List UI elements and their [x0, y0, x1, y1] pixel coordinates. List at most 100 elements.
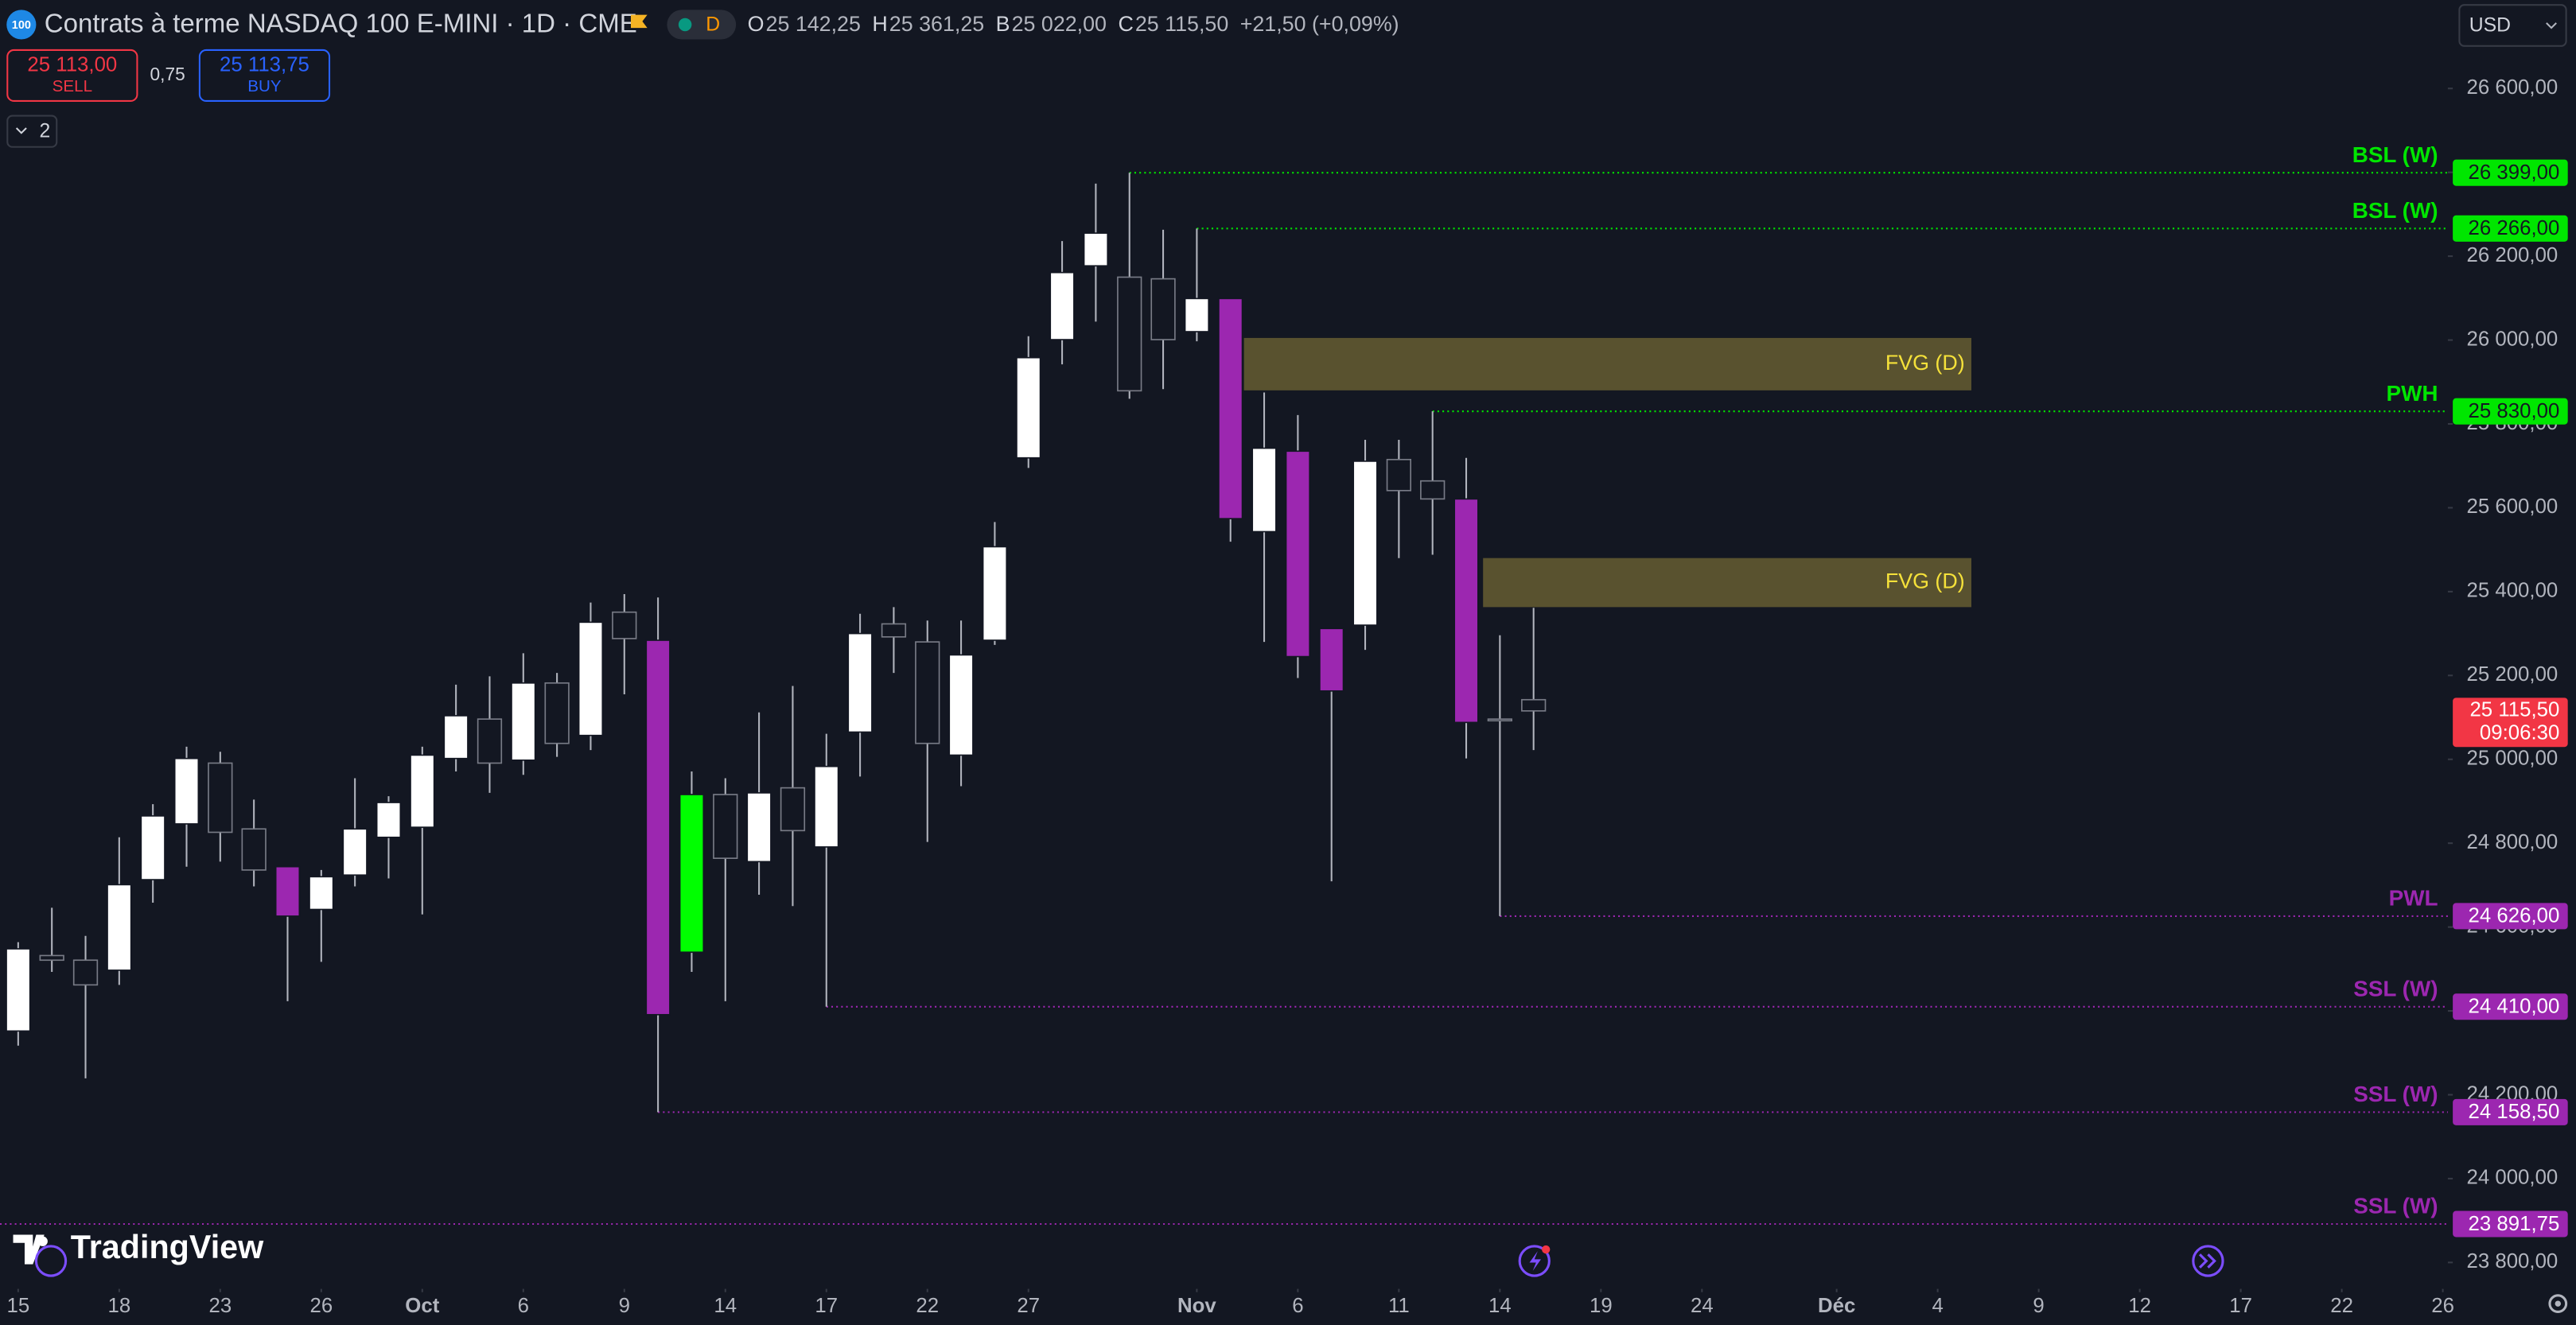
level-tag [2453, 215, 2568, 242]
level-tag-label: 26 266,00 [2469, 217, 2560, 239]
x-tick-label: 22 [916, 1295, 939, 1317]
level-name: SSL (W) [2353, 1082, 2438, 1106]
symbol-title[interactable]: Contrats à terme NASDAQ 100 E-MINI · 1D … [45, 9, 637, 38]
ohlc-value: 25 022,00 [1012, 12, 1107, 36]
x-tick-label: 22 [2330, 1295, 2353, 1317]
buy-price: 25 113,75 [220, 53, 309, 76]
scroll-to-latest[interactable] [2192, 1245, 2224, 1277]
level-tag [2453, 159, 2568, 186]
y-tick-label: 25 000,00 [2467, 748, 2558, 770]
symbol-badge[interactable] [6, 10, 37, 40]
flag-icon[interactable] [630, 14, 648, 29]
candle-body [1352, 460, 1378, 626]
buy-label: BUY [247, 77, 282, 95]
logo-text[interactable]: TradingView [71, 1229, 264, 1265]
candle-body [342, 828, 368, 876]
x-tick-label: 27 [1017, 1295, 1040, 1317]
candle-body [208, 762, 233, 833]
candle-body [948, 654, 974, 756]
candle-body [915, 641, 940, 744]
ohlc-key: B [996, 12, 1010, 36]
countdown: 09:06:30 [2480, 722, 2559, 744]
y-tick-label: 25 400,00 [2467, 580, 2558, 602]
x-tick-label: 24 [1691, 1295, 1714, 1317]
symbol-badge-text: 100 [12, 19, 31, 32]
candle-body [1016, 356, 1041, 459]
ohlc-value: 25 361,25 [889, 12, 984, 36]
x-tick-label: Oct [405, 1295, 439, 1317]
x-tick-label: 19 [1590, 1295, 1613, 1317]
level-tag-label: 24 410,00 [2469, 996, 2560, 1018]
ohlc-key: H [872, 12, 887, 36]
candle-body [881, 623, 907, 638]
fvg-label: FVG (D) [1885, 351, 1965, 375]
candle-body [477, 718, 503, 764]
x-tick-label: 18 [107, 1295, 130, 1317]
currency-chevron [2546, 22, 2557, 29]
y-tick-label: 25 600,00 [2467, 495, 2558, 518]
candle-body [1083, 232, 1109, 267]
candle-body [410, 754, 435, 828]
candle-body [780, 787, 806, 832]
level-tag-label: 24 626,00 [2469, 905, 2560, 927]
candle-body [241, 828, 267, 871]
sell-button[interactable] [6, 49, 138, 102]
candle-body [39, 954, 64, 962]
candle-body [173, 757, 200, 825]
x-tick-label: 15 [7, 1295, 30, 1317]
level-tag [2453, 903, 2568, 930]
candle-body [679, 794, 705, 954]
x-tick-label: 9 [2033, 1295, 2044, 1317]
y-tick-label: 26 200,00 [2467, 244, 2558, 266]
level-name: PWL [2389, 886, 2438, 911]
level-tag [2453, 993, 2568, 1020]
x-tick-label: 9 [619, 1295, 630, 1317]
sell-label: SELL [53, 77, 92, 95]
settings-gear[interactable] [2548, 1294, 2568, 1314]
candle-body [1184, 297, 1210, 332]
x-tick-label: 26 [2431, 1295, 2454, 1317]
x-tick-label: 4 [1932, 1295, 1943, 1317]
candle-body [645, 639, 671, 1016]
level-name: SSL (W) [2353, 1194, 2438, 1218]
last-price-label: 25 115,50 [2469, 699, 2559, 721]
candle-body [1150, 278, 1176, 340]
candle-body [578, 621, 604, 736]
candle-body [1251, 447, 1277, 533]
x-tick-label: Nov [1177, 1295, 1216, 1317]
indicators-toggle[interactable] [6, 115, 58, 148]
ohlc-key: C [1118, 12, 1133, 36]
candle-body [6, 948, 31, 1032]
ui: 100 Contrats à terme NASDAQ 100 E-MINI ·… [6, 4, 2568, 1317]
x-tick-label: 26 [309, 1295, 333, 1317]
session-pill[interactable] [667, 10, 737, 40]
logo-mark [13, 1234, 45, 1265]
buy-button[interactable] [198, 49, 331, 102]
ohlc: O 25 142,25 H 25 361,25 B 25 022,00 C 25 115,50… [748, 12, 1399, 36]
candle-body [1521, 698, 1547, 712]
alert-icon[interactable] [1518, 1245, 1551, 1277]
candle-body [612, 611, 637, 639]
y-tick-label: 25 200,00 [2467, 663, 2558, 686]
logo-dot [37, 1236, 48, 1246]
level-tag [2453, 1210, 2568, 1238]
candle-body [107, 884, 132, 971]
candle-body [1319, 628, 1344, 692]
candle-body [1117, 276, 1142, 392]
y-tick-label: 26 000,00 [2467, 328, 2558, 350]
candle-body [982, 546, 1008, 641]
candle-body [544, 682, 570, 744]
x-tick-label: 6 [518, 1295, 529, 1317]
plot: FVG (D) FVG (D) BSL (W) BSL (W) PWH PWL SSL (W… [0, 142, 2448, 1226]
spread: 0,75 [150, 64, 185, 84]
x-tick-label: 17 [815, 1295, 838, 1317]
x-tick-label: 17 [2229, 1295, 2252, 1317]
currency-box[interactable] [2458, 4, 2567, 47]
candle-body [1386, 458, 1412, 492]
nav-icon[interactable] [34, 1245, 68, 1277]
level-name: PWH [2387, 381, 2438, 406]
candle-body [72, 959, 99, 986]
x-tick-label: 6 [1292, 1295, 1303, 1317]
